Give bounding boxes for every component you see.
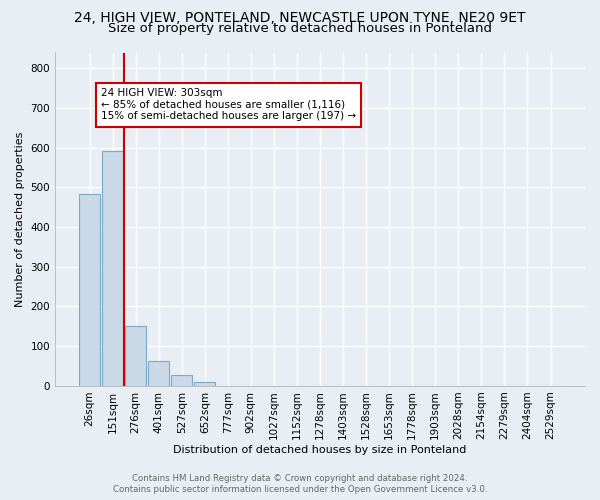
Bar xyxy=(172,375,192,386)
Bar xyxy=(148,361,169,386)
Text: Contains HM Land Registry data © Crown copyright and database right 2024.
Contai: Contains HM Land Registry data © Crown c… xyxy=(113,474,487,494)
Bar xyxy=(102,152,123,386)
X-axis label: Distribution of detached houses by size in Ponteland: Distribution of detached houses by size … xyxy=(173,445,467,455)
Bar xyxy=(125,326,146,386)
Text: Size of property relative to detached houses in Ponteland: Size of property relative to detached ho… xyxy=(108,22,492,35)
Text: 24 HIGH VIEW: 303sqm
← 85% of detached houses are smaller (1,116)
15% of semi-de: 24 HIGH VIEW: 303sqm ← 85% of detached h… xyxy=(101,88,356,122)
Y-axis label: Number of detached properties: Number of detached properties xyxy=(15,132,25,307)
Bar xyxy=(79,194,100,386)
Bar xyxy=(194,382,215,386)
Text: 24, HIGH VIEW, PONTELAND, NEWCASTLE UPON TYNE, NE20 9ET: 24, HIGH VIEW, PONTELAND, NEWCASTLE UPON… xyxy=(74,11,526,25)
